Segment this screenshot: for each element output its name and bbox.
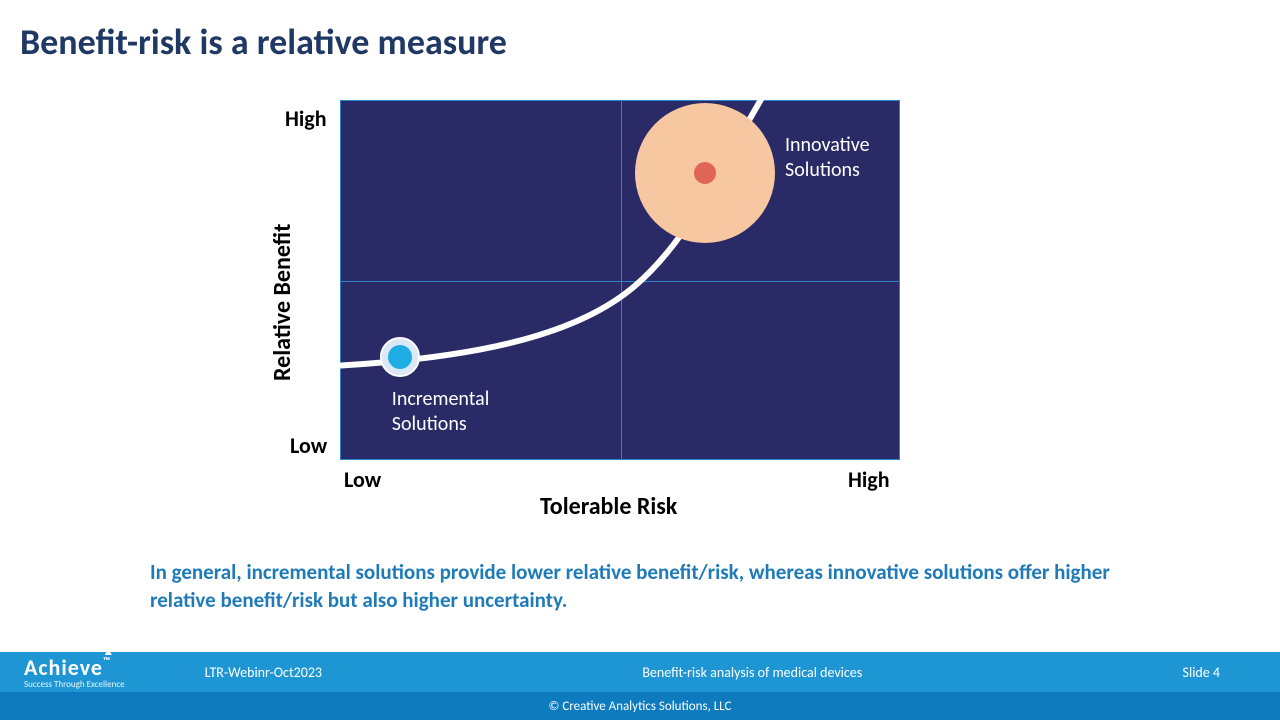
innovative-label: InnovativeSolutions (785, 133, 870, 183)
y-axis-high: High (285, 105, 327, 132)
benefit-risk-chart: IncrementalSolutions InnovativeSolutions (340, 100, 900, 460)
footer-left: LTR-Webinr-Oct2023 (205, 664, 322, 681)
y-axis-low: Low (290, 432, 327, 459)
logo-caret-icon: ▲ (102, 644, 115, 659)
logo: Achieve▲™ Success Through Excellence (24, 654, 125, 690)
footer-top: Achieve▲™ Success Through Excellence LTR… (0, 652, 1280, 692)
slide-caption: In general, incremental solutions provid… (150, 558, 1130, 615)
footer-copyright: © Creative Analytics Solutions, LLC (549, 699, 732, 714)
logo-name: Achieve (24, 654, 103, 681)
logo-tagline: Success Through Excellence (24, 679, 125, 690)
incremental-point-inner (388, 345, 412, 369)
incremental-label: IncrementalSolutions (392, 387, 490, 437)
slide-title: Benefit-risk is a relative measure (20, 20, 507, 64)
y-axis-label: Relative Benefit (268, 223, 297, 380)
x-axis-low: Low (344, 466, 381, 493)
innovative-point-inner (694, 162, 716, 184)
x-axis-label: Tolerable Risk (540, 492, 677, 521)
x-axis-high: High (848, 466, 890, 493)
slide-footer: Achieve▲™ Success Through Excellence LTR… (0, 652, 1280, 720)
footer-center: Benefit-risk analysis of medical devices (322, 664, 1183, 681)
footer-bottom: © Creative Analytics Solutions, LLC (0, 692, 1280, 720)
footer-right: Slide 4 (1183, 664, 1220, 681)
